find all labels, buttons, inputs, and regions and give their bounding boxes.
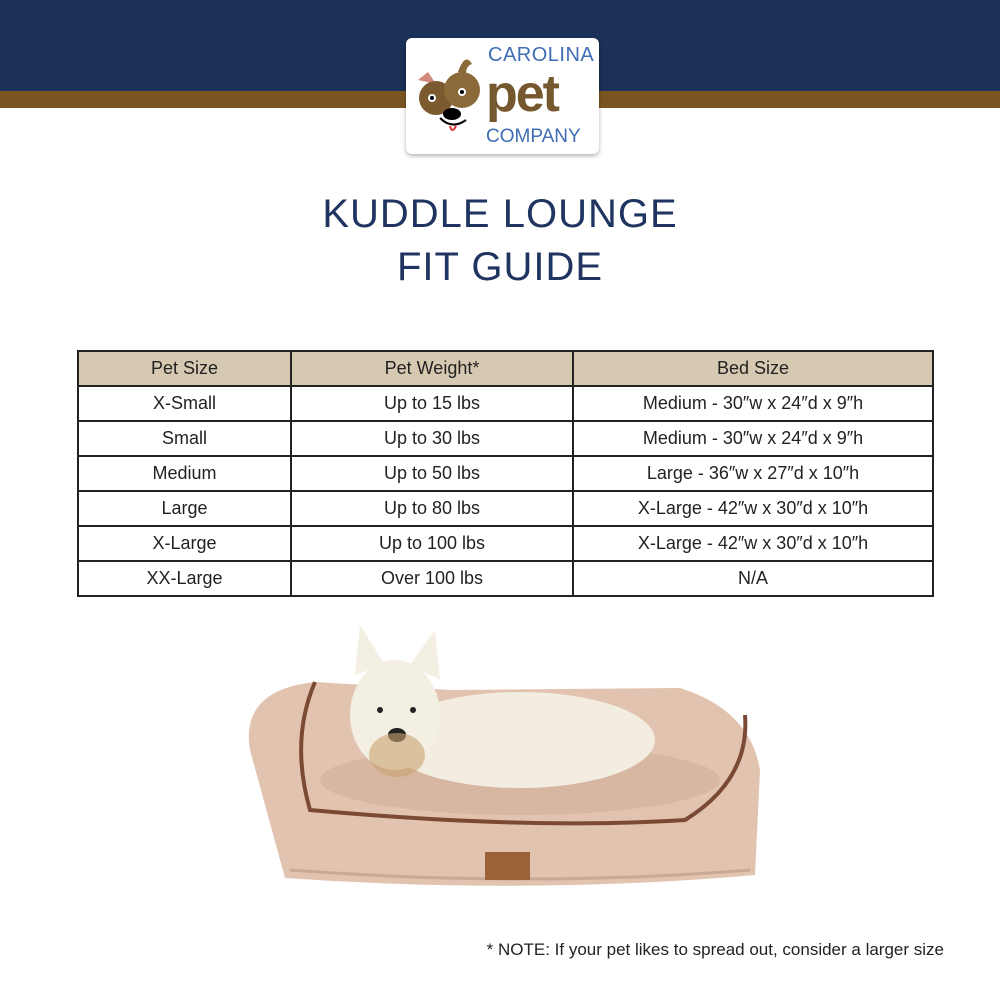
brand-logo: CAROLINA pet COMPANY: [406, 38, 599, 154]
footnote: * NOTE: If your pet likes to spread out,…: [486, 940, 944, 959]
dog-logo-icon: [418, 59, 480, 131]
cell-pet-size: Medium: [77, 455, 292, 492]
page-title-line2: FIT GUIDE: [396, 245, 604, 289]
table-row: Medium Up to 50 lbs Large - 36″w x 27″d x …: [77, 455, 934, 492]
cell-pet-size: X-Small: [77, 385, 292, 422]
table-header: Pet Size Pet Weight* Bed Size: [77, 350, 934, 387]
cell-bed-size: Medium - 30″w x 24″d x 9″h: [572, 385, 934, 422]
table-row: Large Up to 80 lbs X-Large - 42″w x 30″d x…: [77, 490, 934, 527]
column-header: Pet Size: [77, 350, 292, 387]
cell-pet-weight: Over 100 lbs: [290, 560, 574, 597]
cell-pet-weight: Up to 15 lbs: [290, 385, 574, 422]
table-row: XX-Large Over 100 lbs N/A: [77, 560, 934, 597]
column-header: Pet Weight*: [290, 350, 574, 387]
cell-pet-weight: Up to 50 lbs: [290, 455, 574, 492]
logo-text-company: COMPANY: [486, 126, 581, 147]
cell-pet-weight: Up to 30 lbs: [290, 420, 574, 457]
table-row: X-Large Up to 100 lbs X-Large - 42″w x 30″…: [77, 525, 934, 562]
cell-pet-size: XX-Large: [77, 560, 292, 597]
cell-bed-size: Medium - 30″w x 24″d x 9″h: [572, 420, 934, 457]
cell-pet-size: X-Large: [77, 525, 292, 562]
dog-in-bed-image: [248, 625, 760, 886]
fit-guide-table: Pet Size Pet Weight* Bed Size X-Small Up …: [77, 350, 934, 597]
cell-bed-size: X-Large - 42″w x 30″d x 10″h: [572, 525, 934, 562]
page-title-line1: KUDDLE LOUNGE: [322, 192, 678, 236]
cell-pet-size: Small: [77, 420, 292, 457]
cell-bed-size: X-Large - 42″w x 30″d x 10″h: [572, 490, 934, 527]
cell-bed-size: Large - 36″w x 27″d x 10″h: [572, 455, 934, 492]
table-row: Small Up to 30 lbs Medium - 30″w x 24″d x …: [77, 420, 934, 457]
cell-pet-weight: Up to 100 lbs: [290, 525, 574, 562]
logo-text-pet: pet: [486, 65, 560, 123]
cell-pet-weight: Up to 80 lbs: [290, 490, 574, 527]
logo-text-carolina: CAROLINA: [488, 44, 595, 66]
table-row: X-Small Up to 15 lbs Medium - 30″w x 24″d …: [77, 385, 934, 422]
cell-bed-size: N/A: [572, 560, 934, 597]
column-header: Bed Size: [572, 350, 934, 387]
cell-pet-size: Large: [77, 490, 292, 527]
